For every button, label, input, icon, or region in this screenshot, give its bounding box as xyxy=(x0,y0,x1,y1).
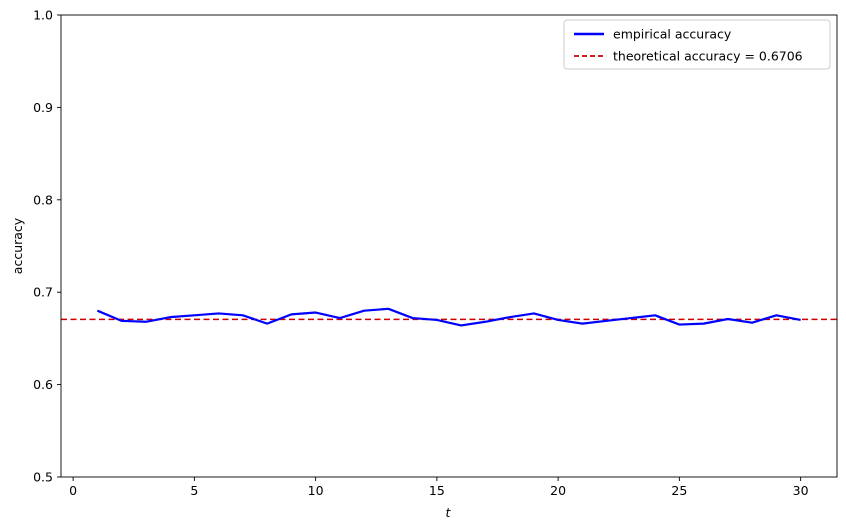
y-tick-label: 0.5 xyxy=(33,470,53,485)
x-tick-label: 0 xyxy=(69,483,77,498)
y-tick-label: 0.8 xyxy=(33,192,53,207)
x-tick-label: 5 xyxy=(190,483,198,498)
legend-label-empirical: empirical accuracy xyxy=(613,27,732,42)
legend-box xyxy=(563,19,831,70)
y-tick-label: 0.6 xyxy=(33,377,53,392)
plot-area-frame xyxy=(60,14,838,478)
x-tick-label: 25 xyxy=(671,483,687,498)
y-tick-label: 1.0 xyxy=(33,8,53,23)
y-axis-label: accuracy xyxy=(10,217,25,274)
x-tick-label: 10 xyxy=(308,483,324,498)
x-tick-label: 30 xyxy=(793,483,809,498)
x-tick-label: 15 xyxy=(429,483,445,498)
legend: empirical accuracy theoretical accuracy … xyxy=(563,19,831,70)
y-tick-label: 0.9 xyxy=(33,100,53,115)
legend-label-theoretical: theoretical accuracy = 0.6706 xyxy=(613,49,803,64)
x-tick-label: 20 xyxy=(550,483,566,498)
y-tick-label: 0.7 xyxy=(33,285,53,300)
x-axis-label: t xyxy=(446,505,452,520)
empirical-accuracy-line xyxy=(96,307,801,327)
